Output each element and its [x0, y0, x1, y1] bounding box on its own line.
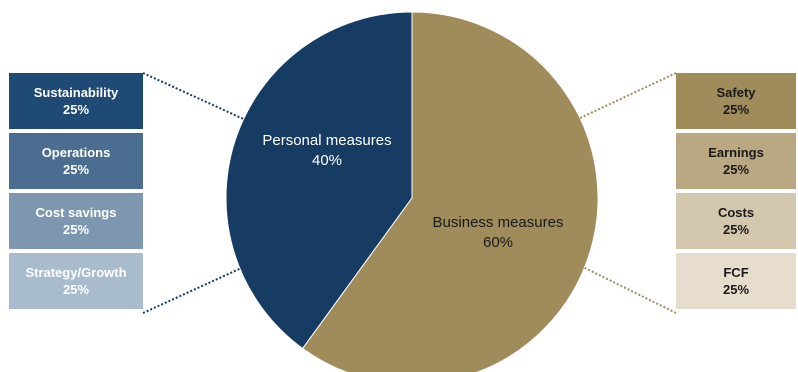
breakdown-box-operations: Operations 25% — [9, 133, 143, 189]
breakdown-label: Sustainability — [33, 85, 119, 100]
pie-slice-business-measures — [301, 11, 599, 372]
pie-slice-personal-measures — [225, 11, 413, 350]
connector-line-left-bottom — [142, 264, 249, 314]
breakdown-value: 25% — [62, 222, 90, 237]
breakdown-box-sustainability: Sustainability 25% — [9, 73, 143, 129]
breakdown-value: 25% — [722, 222, 750, 237]
breakdown-value: 25% — [62, 282, 90, 297]
breakdown-label: FCF — [723, 265, 749, 280]
breakdown-value: 25% — [722, 102, 750, 117]
breakdown-label: Cost savings — [35, 205, 117, 220]
breakdown-box-strategy-growth: Strategy/Growth 25% — [9, 253, 143, 309]
connector-line-right-top — [577, 72, 677, 120]
slice-value-label: 60% — [483, 234, 513, 251]
breakdown-label: Operations — [41, 145, 111, 160]
breakdown-box-cost-savings: Cost savings 25% — [9, 193, 143, 249]
breakdown-box-safety: Safety 25% — [676, 73, 796, 129]
breakdown-box-costs: Costs 25% — [676, 193, 796, 249]
breakdown-label: Earnings — [708, 145, 764, 160]
breakdown-label: Strategy/Growth — [25, 265, 127, 280]
slice-value-label: 40% — [312, 152, 342, 169]
slice-label: Personal measures — [262, 132, 391, 149]
breakdown-box-fcf: FCF 25% — [676, 253, 796, 309]
breakdown-label: Safety — [716, 85, 756, 100]
connector-line-left-top — [142, 72, 251, 123]
slice-label: Business measures — [433, 214, 564, 231]
breakdown-value: 25% — [722, 282, 750, 297]
breakdown-box-earnings: Earnings 25% — [676, 133, 796, 189]
breakdown-label: Costs — [717, 205, 755, 220]
breakdown-value: 25% — [62, 162, 90, 177]
breakdown-value: 25% — [722, 162, 750, 177]
breakdown-value: 25% — [62, 102, 90, 117]
connector-line-right-bottom — [582, 266, 677, 314]
